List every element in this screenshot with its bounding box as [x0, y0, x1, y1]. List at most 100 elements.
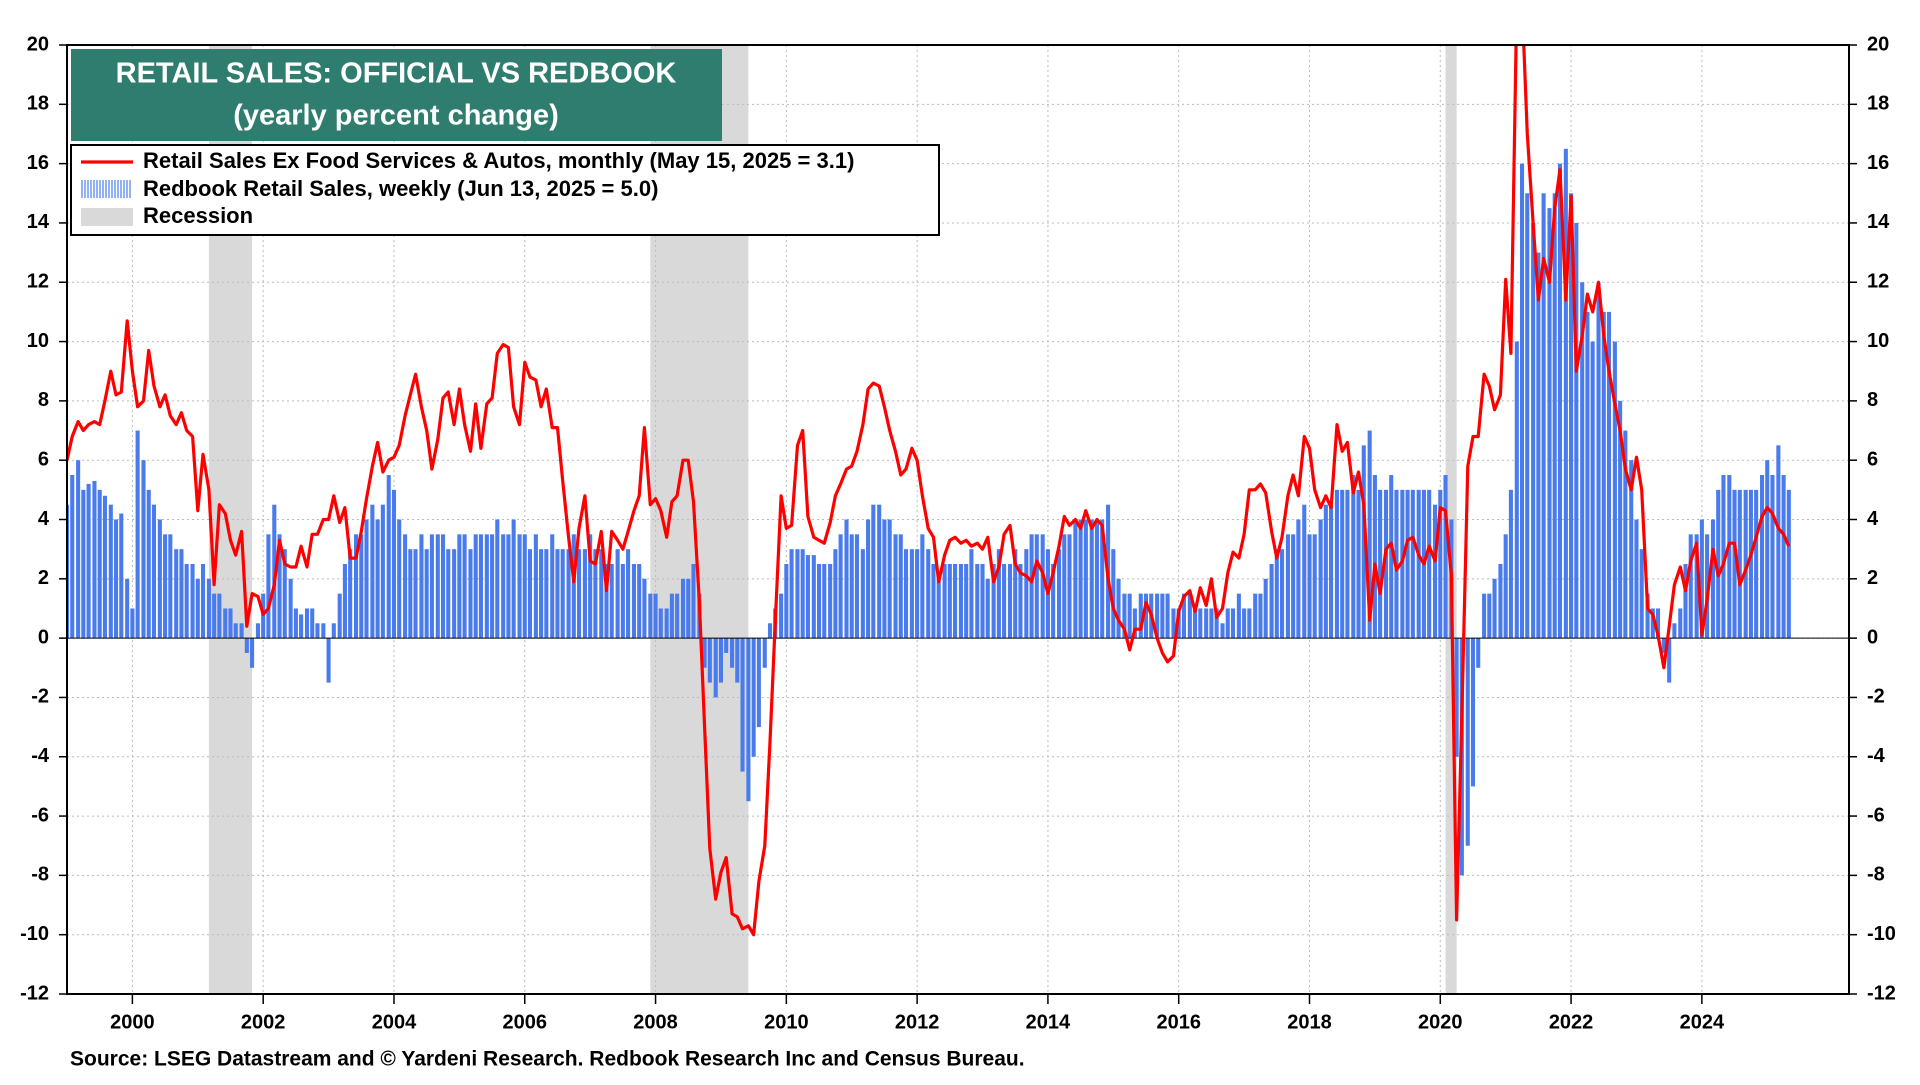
redbook-bar [1160, 593, 1165, 639]
redbook-bar [1073, 519, 1078, 639]
redbook-bar [882, 519, 887, 639]
y-tick-label: 12 [27, 271, 49, 293]
redbook-bar [1122, 593, 1127, 639]
redbook-bar [114, 519, 119, 639]
y-tick-label: 4 [38, 508, 50, 530]
redbook-bar [288, 578, 293, 639]
redbook-bar [909, 549, 914, 639]
redbook-bar [767, 623, 773, 639]
redbook-bar [849, 534, 854, 639]
redbook-bar [1781, 475, 1786, 639]
redbook-bar [1013, 549, 1018, 639]
redbook-bar [1770, 475, 1775, 639]
redbook-bar [1279, 549, 1285, 639]
redbook-bar [1737, 489, 1742, 639]
redbook-bar [1318, 519, 1323, 639]
redbook-bar [620, 563, 625, 639]
redbook-bar [1656, 608, 1661, 639]
redbook-bar [1678, 608, 1683, 639]
redbook-bar [1536, 252, 1541, 639]
y2-tick-label: 2 [1867, 567, 1878, 589]
redbook-bar [255, 623, 260, 639]
redbook-bar [380, 504, 385, 639]
redbook-bar [200, 563, 206, 639]
legend-swatch [81, 208, 133, 226]
redbook-bar [740, 638, 745, 772]
x-tick-label: 2006 [503, 1011, 548, 1033]
redbook-bar [866, 519, 871, 639]
x-tick-label: 2012 [895, 1011, 940, 1033]
redbook-bar [789, 549, 794, 639]
redbook-bar [1143, 593, 1149, 639]
redbook-bar [947, 563, 952, 639]
redbook-bar [969, 549, 974, 639]
redbook-bar [637, 563, 642, 639]
redbook-bar [1230, 608, 1236, 639]
redbook-bar [478, 534, 483, 639]
redbook-bar [702, 638, 707, 668]
redbook-bar [1732, 489, 1737, 639]
redbook-bar [1334, 489, 1340, 639]
y-tick-label: -2 [31, 686, 49, 708]
redbook-bar [560, 549, 565, 639]
redbook-bar [648, 593, 653, 639]
redbook-bar [735, 638, 740, 683]
redbook-bar [1487, 593, 1492, 639]
y2-tick-label: 4 [1867, 508, 1879, 530]
redbook-bar [533, 534, 538, 639]
redbook-bar [490, 534, 495, 639]
redbook-bar [877, 504, 882, 639]
redbook-bar [784, 563, 789, 639]
redbook-bar [991, 563, 996, 639]
redbook-bar [282, 549, 287, 639]
redbook-bar [1661, 638, 1666, 653]
redbook-bar [1247, 608, 1252, 639]
redbook-bar [871, 504, 876, 639]
redbook-bar [354, 534, 359, 639]
redbook-bar [1111, 549, 1116, 639]
redbook-bar [1400, 489, 1405, 639]
redbook-bar [1372, 475, 1377, 639]
redbook-bar [468, 549, 473, 639]
redbook-bar [1356, 489, 1361, 639]
redbook-bar [1034, 534, 1039, 639]
redbook-bar [1214, 608, 1219, 639]
x-tick-label: 2010 [764, 1011, 809, 1033]
redbook-bar [1329, 504, 1334, 639]
redbook-bar [233, 623, 238, 639]
redbook-bar [800, 549, 805, 639]
y2-tick-label: 12 [1867, 271, 1889, 293]
redbook-bar [762, 638, 767, 668]
redbook-bar [1433, 504, 1438, 639]
redbook-bar [1024, 549, 1029, 639]
redbook-bar [920, 534, 925, 639]
redbook-bar [506, 534, 511, 639]
y-tick-label: 14 [27, 211, 50, 233]
redbook-bar [1007, 563, 1013, 639]
redbook-bar [1498, 563, 1503, 639]
redbook-bar [440, 534, 446, 639]
redbook-bar [1132, 608, 1137, 639]
redbook-bar [915, 549, 920, 639]
redbook-bar [277, 534, 282, 639]
redbook-bar [1253, 593, 1258, 639]
redbook-bar [1492, 578, 1497, 639]
redbook-bar [1002, 563, 1007, 639]
redbook-bar [1291, 534, 1296, 639]
redbook-bar [151, 504, 157, 639]
redbook-bar [92, 480, 97, 639]
redbook-bar [1699, 519, 1704, 639]
redbook-bar [631, 563, 637, 639]
redbook-bar [1127, 593, 1132, 639]
redbook-bar [1116, 578, 1121, 639]
y2-tick-label: -6 [1867, 804, 1885, 826]
redbook-bar [811, 555, 816, 639]
redbook-bar [1694, 534, 1699, 639]
redbook-bar [293, 608, 298, 639]
redbook-bar [386, 475, 391, 639]
redbook-bar [980, 563, 985, 639]
x-tick-label: 2000 [110, 1011, 155, 1033]
redbook-bar [903, 549, 909, 639]
redbook-bar [713, 638, 718, 698]
